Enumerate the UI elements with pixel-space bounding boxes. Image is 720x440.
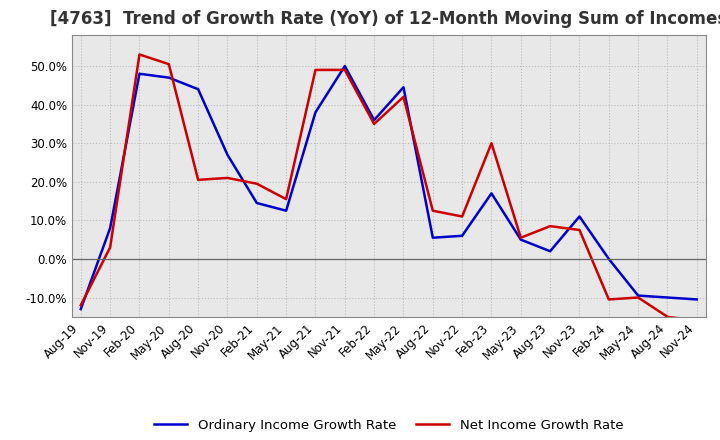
Ordinary Income Growth Rate xyxy=(164,75,173,80)
Line: Ordinary Income Growth Rate: Ordinary Income Growth Rate xyxy=(81,66,697,309)
Ordinary Income Growth Rate xyxy=(575,214,584,219)
Legend: Ordinary Income Growth Rate, Net Income Growth Rate: Ordinary Income Growth Rate, Net Income … xyxy=(149,414,629,437)
Net Income Growth Rate xyxy=(634,295,642,300)
Ordinary Income Growth Rate xyxy=(282,208,290,213)
Ordinary Income Growth Rate xyxy=(605,256,613,261)
Ordinary Income Growth Rate xyxy=(223,152,232,158)
Net Income Growth Rate xyxy=(76,303,85,308)
Ordinary Income Growth Rate xyxy=(428,235,437,240)
Title: [4763]  Trend of Growth Rate (YoY) of 12-Month Moving Sum of Incomes: [4763] Trend of Growth Rate (YoY) of 12-… xyxy=(50,10,720,28)
Ordinary Income Growth Rate xyxy=(194,87,202,92)
Net Income Growth Rate xyxy=(399,94,408,99)
Net Income Growth Rate xyxy=(605,297,613,302)
Net Income Growth Rate xyxy=(341,67,349,73)
Ordinary Income Growth Rate xyxy=(516,237,525,242)
Net Income Growth Rate xyxy=(546,224,554,229)
Net Income Growth Rate xyxy=(458,214,467,219)
Net Income Growth Rate xyxy=(311,67,320,73)
Ordinary Income Growth Rate xyxy=(341,63,349,69)
Net Income Growth Rate xyxy=(223,175,232,180)
Ordinary Income Growth Rate xyxy=(663,295,672,300)
Ordinary Income Growth Rate xyxy=(693,297,701,302)
Net Income Growth Rate xyxy=(370,121,379,127)
Net Income Growth Rate xyxy=(487,140,496,146)
Ordinary Income Growth Rate xyxy=(487,191,496,196)
Ordinary Income Growth Rate xyxy=(253,200,261,205)
Net Income Growth Rate xyxy=(428,208,437,213)
Ordinary Income Growth Rate xyxy=(458,233,467,238)
Net Income Growth Rate xyxy=(194,177,202,183)
Net Income Growth Rate xyxy=(164,62,173,67)
Ordinary Income Growth Rate xyxy=(634,293,642,298)
Ordinary Income Growth Rate xyxy=(311,110,320,115)
Net Income Growth Rate xyxy=(106,245,114,250)
Net Income Growth Rate xyxy=(663,314,672,319)
Net Income Growth Rate xyxy=(253,181,261,187)
Line: Net Income Growth Rate: Net Income Growth Rate xyxy=(81,55,697,321)
Ordinary Income Growth Rate xyxy=(135,71,144,77)
Net Income Growth Rate xyxy=(575,227,584,233)
Net Income Growth Rate xyxy=(282,197,290,202)
Ordinary Income Growth Rate xyxy=(546,249,554,254)
Ordinary Income Growth Rate xyxy=(76,306,85,312)
Net Income Growth Rate xyxy=(135,52,144,57)
Net Income Growth Rate xyxy=(516,235,525,240)
Ordinary Income Growth Rate xyxy=(106,225,114,231)
Ordinary Income Growth Rate xyxy=(399,84,408,90)
Net Income Growth Rate xyxy=(693,318,701,323)
Ordinary Income Growth Rate xyxy=(370,117,379,123)
